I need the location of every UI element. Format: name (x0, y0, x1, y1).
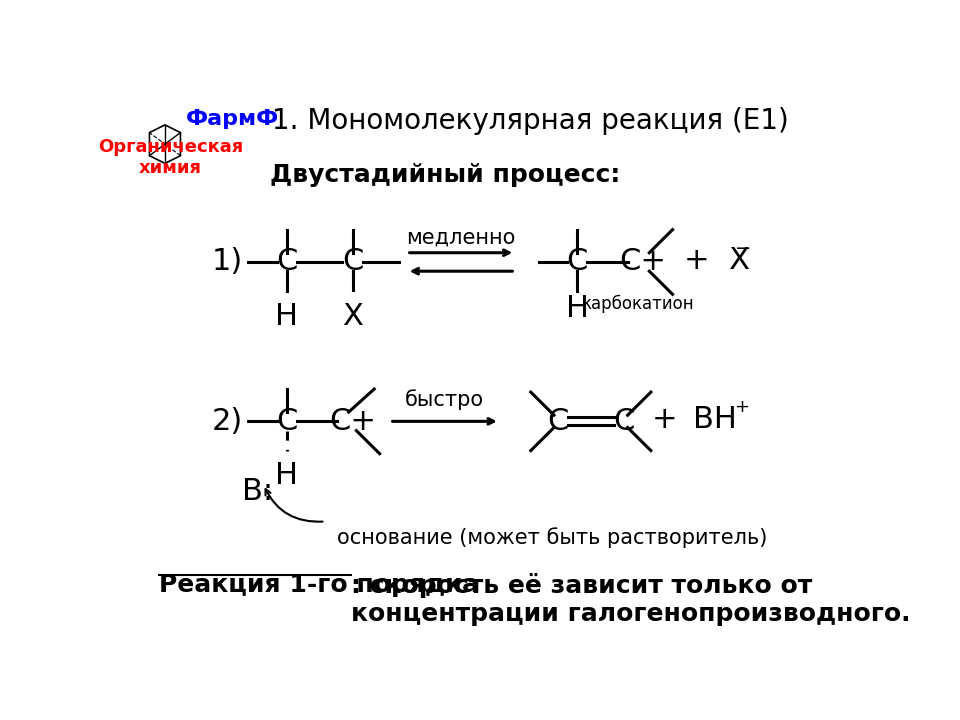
Text: C+: C+ (619, 248, 666, 276)
Text: B:: B: (242, 477, 273, 505)
Text: 1. Мономолекулярная реакция (E1): 1. Мономолекулярная реакция (E1) (273, 107, 789, 135)
Text: BH: BH (693, 405, 737, 434)
Text: +: + (734, 398, 750, 416)
Text: C: C (566, 248, 588, 276)
Text: H: H (276, 462, 299, 490)
Text: C: C (547, 407, 568, 436)
Text: X: X (342, 302, 363, 331)
Text: H: H (276, 302, 299, 331)
Text: основание (может быть растворитель): основание (может быть растворитель) (337, 528, 767, 549)
Text: +  X: + X (684, 246, 750, 275)
Text: −: − (734, 238, 751, 258)
Text: медленно: медленно (406, 228, 516, 247)
Text: H: H (565, 294, 588, 323)
Text: +: + (652, 405, 678, 434)
Text: Реакция 1-го порядка: Реакция 1-го порядка (158, 573, 479, 597)
Text: 1): 1) (211, 248, 243, 276)
Text: ФармФ: ФармФ (186, 109, 279, 129)
Text: C: C (342, 248, 363, 276)
Text: 2): 2) (211, 407, 243, 436)
Text: Двустадийный процесс:: Двустадийный процесс: (271, 163, 620, 187)
Text: Органическая
химия: Органическая химия (98, 138, 243, 176)
Text: C: C (276, 248, 298, 276)
Text: : скорость её зависит только от
концентрации галогенопроизводного.: : скорость её зависит только от концентр… (351, 573, 910, 626)
Text: быстро: быстро (405, 390, 484, 410)
Text: C+: C+ (329, 407, 376, 436)
Text: карбокатион: карбокатион (582, 294, 694, 312)
Text: C: C (276, 407, 298, 436)
Text: C: C (613, 407, 635, 436)
